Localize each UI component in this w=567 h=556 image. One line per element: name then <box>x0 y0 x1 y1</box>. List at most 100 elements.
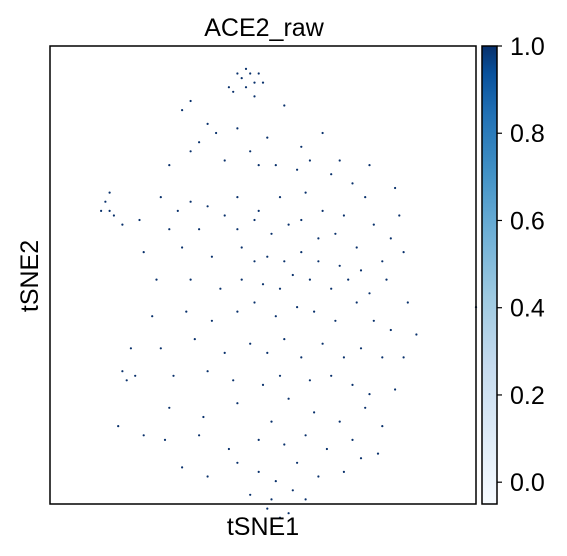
scatter-point <box>402 356 405 359</box>
chart-title: ACE2_raw <box>204 14 324 42</box>
scatter-point <box>210 319 213 322</box>
scatter-point <box>313 310 316 313</box>
scatter-point <box>376 452 380 455</box>
scatter-point <box>304 434 307 437</box>
scatter-point <box>236 310 239 313</box>
scatter-point <box>364 196 367 199</box>
scatter-point <box>257 164 260 167</box>
scatter-point <box>227 447 230 451</box>
scatter-point <box>181 466 184 469</box>
scatter-point <box>249 72 252 75</box>
scatter-point <box>308 159 311 162</box>
scatter-point <box>266 351 269 354</box>
scatter-point <box>232 379 235 382</box>
scatter-point <box>300 218 303 222</box>
plot-frame <box>49 45 477 505</box>
scatter-point <box>270 420 273 423</box>
scatter-point <box>304 498 307 501</box>
scatter-point <box>223 214 226 217</box>
scatter-point <box>215 131 218 135</box>
scatter-point <box>359 457 363 460</box>
scatter-points <box>100 67 478 519</box>
scatter-point <box>142 251 145 254</box>
scatter-point <box>355 301 358 304</box>
scatter-point <box>257 438 260 441</box>
scatter-point <box>108 209 111 212</box>
scatter-point <box>347 278 350 281</box>
scatter-point <box>117 425 120 428</box>
scatter-point <box>240 246 243 249</box>
scatter-point <box>274 315 277 318</box>
scatter-point <box>330 173 333 176</box>
scatter-point <box>287 223 290 226</box>
scatter-point <box>274 164 277 167</box>
scatter-point <box>198 141 201 144</box>
scatter-point <box>168 406 171 409</box>
scatter-point <box>210 255 213 258</box>
scatter-point <box>296 168 299 171</box>
scatter-point <box>296 306 299 309</box>
scatter-point <box>283 260 286 263</box>
scatter-point <box>253 81 256 84</box>
scatter-point <box>257 209 260 212</box>
scatter-point <box>342 470 345 473</box>
scatter-point <box>253 95 256 98</box>
scatter-point <box>394 388 397 391</box>
scatter-point <box>261 383 265 386</box>
scatter-point <box>368 292 371 295</box>
scatter-point <box>287 397 290 400</box>
scatter-point <box>257 470 260 473</box>
scatter-point <box>249 342 252 345</box>
x-axis-label: tSNE1 <box>227 513 299 541</box>
scatter-point <box>321 131 324 135</box>
scatter-point <box>227 86 230 89</box>
scatter-point <box>198 434 201 437</box>
scatter-point <box>236 72 239 75</box>
scatter-point <box>206 122 209 125</box>
scatter-point <box>317 260 320 263</box>
scatter-point <box>240 77 243 80</box>
scatter-point <box>129 347 132 350</box>
scatter-point <box>406 301 409 304</box>
scatter-point <box>253 301 256 304</box>
scatter-point <box>270 498 273 501</box>
scatter-point <box>291 273 294 277</box>
scatter-point <box>283 443 286 446</box>
scatter-point <box>359 269 363 272</box>
scatter-point <box>278 374 282 377</box>
scatter-point <box>321 209 324 212</box>
scatter-point <box>219 287 222 290</box>
scatter-point <box>172 374 175 377</box>
scatter-point <box>249 150 252 153</box>
scatter-point <box>121 370 124 373</box>
scatter-point <box>300 251 303 254</box>
scatter-point <box>334 319 337 322</box>
scatter-point <box>189 278 192 281</box>
scatter-point <box>185 310 188 313</box>
scatter-point <box>338 264 341 267</box>
scatter-point <box>283 104 286 107</box>
scatter-point <box>266 136 269 139</box>
scatter-point <box>257 72 260 75</box>
scatter-point <box>121 223 124 226</box>
scatter-point <box>159 347 162 350</box>
scatter-point <box>266 507 269 510</box>
scatter-point <box>368 393 371 396</box>
scatter-point <box>338 159 341 162</box>
scatter-point <box>138 218 141 222</box>
scatter-point <box>270 232 273 235</box>
colorbar-tick-label: 0.0 <box>510 469 545 497</box>
scatter-point <box>189 200 192 203</box>
scatter-point <box>100 209 103 212</box>
scatter-point <box>189 99 192 103</box>
scatter-point <box>125 379 128 382</box>
scatter-point <box>134 374 137 377</box>
scatter-point <box>338 420 341 423</box>
scatter-point <box>236 228 239 231</box>
scatter-point <box>389 237 392 240</box>
scatter-point <box>351 182 354 185</box>
scatter-point <box>236 402 239 405</box>
scatter-point <box>104 200 107 203</box>
scatter-point <box>236 127 239 130</box>
scatter-point <box>342 214 345 217</box>
